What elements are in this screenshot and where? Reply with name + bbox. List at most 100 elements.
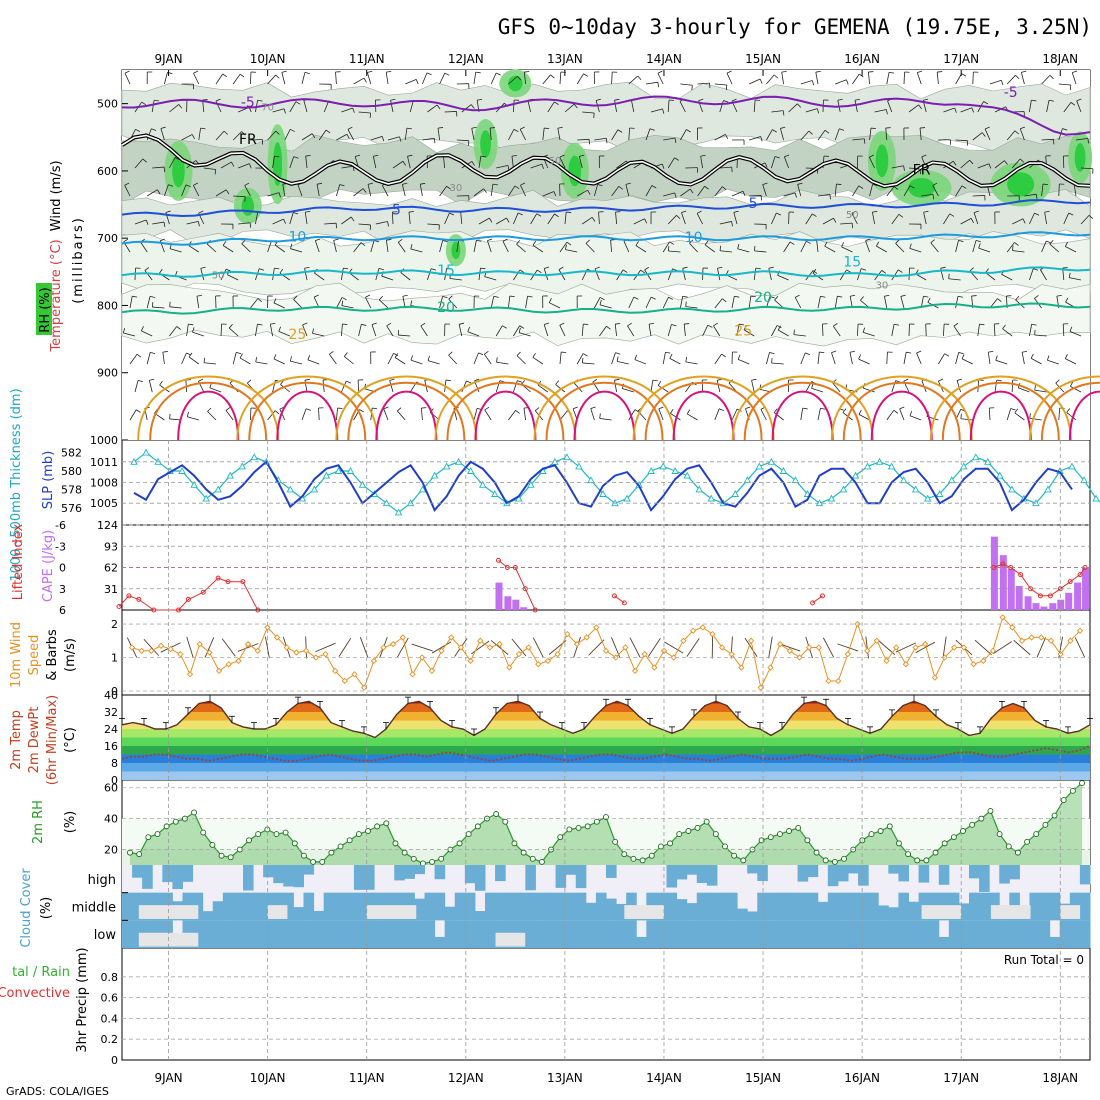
- wind-barb: [683, 324, 686, 337]
- wind-barb-flag: [627, 322, 632, 327]
- wind10-point: [999, 614, 1006, 621]
- wind-barb-flag: [200, 266, 206, 269]
- wind-barb: [318, 407, 320, 421]
- wind-barb: [289, 156, 295, 169]
- thickness-point: [683, 471, 691, 479]
- wind-barb: [1018, 387, 1030, 393]
- wind-barb-flag: [1021, 350, 1028, 353]
- cloud-low-cell: [364, 920, 375, 948]
- wind-barb: [279, 408, 286, 421]
- warm-contour: [149, 381, 268, 441]
- wind-barb-flag: [635, 241, 639, 246]
- rh2-point: [465, 831, 472, 838]
- li-point: [1047, 593, 1053, 599]
- wind-barb-flag: [858, 409, 862, 415]
- wind-barb: [496, 217, 507, 225]
- wind-barb: [749, 78, 761, 85]
- wind-barb: [955, 139, 968, 142]
- wind-barb-flag: [445, 379, 451, 382]
- wind-barb: [301, 133, 313, 141]
- cloud-high-cell: [747, 865, 758, 874]
- wind-barb-flag: [685, 356, 688, 362]
- wind-barb: [458, 324, 463, 337]
- wind-barb-flag: [527, 295, 533, 298]
- cloud-low-cell: [404, 920, 415, 948]
- wind-barb-flag: [906, 351, 912, 354]
- wind-barb-flag: [514, 185, 520, 189]
- wind-barb: [304, 268, 308, 281]
- cloud-low-cell: [273, 920, 284, 948]
- wind-barb: [272, 218, 284, 225]
- wind-barb: [1041, 75, 1051, 85]
- wind10-barb: [305, 636, 308, 659]
- wind-barb-flag: [938, 378, 944, 382]
- wind-barb: [719, 166, 732, 169]
- wind-barb: [305, 156, 308, 169]
- wind10-barb: [993, 641, 1013, 654]
- wind-barb: [581, 217, 593, 225]
- warm-contour: [941, 381, 1060, 441]
- wind-barb: [225, 410, 234, 421]
- wind-barb: [439, 296, 443, 309]
- wind-barb: [909, 247, 922, 253]
- cloud-mid-cell: [777, 892, 788, 921]
- thickness-point: [1008, 485, 1016, 493]
- thickness-line: [133, 451, 1100, 514]
- wind-barb: [134, 380, 139, 393]
- cape-bar: [1057, 599, 1065, 610]
- cloud-low-cell: [384, 920, 395, 948]
- cloud-low-cell: [394, 920, 405, 948]
- wind-barb-flag: [633, 296, 639, 300]
- wind-barb-flag: [875, 241, 880, 247]
- wind-barb: [282, 184, 286, 197]
- wind-barb-flag: [657, 70, 663, 74]
- label-t2-a: 2m Temp: [9, 710, 24, 770]
- wind-barb: [516, 355, 526, 365]
- wind-barb-flag: [849, 350, 855, 353]
- wind-barb-flag: [812, 213, 817, 217]
- wind-barb-flag: [769, 296, 775, 299]
- wind-barb: [444, 212, 450, 225]
- wind-barb: [250, 71, 252, 85]
- thickness-point: [755, 462, 764, 470]
- wind-barb: [314, 272, 325, 281]
- top-date-label: 13JAN: [547, 52, 583, 66]
- cape-bar: [1032, 603, 1040, 610]
- wind-barb: [972, 195, 985, 197]
- thickness-point: [911, 485, 920, 493]
- wind10-point: [206, 649, 213, 656]
- wind-barb-flag: [833, 322, 838, 327]
- wind-barb: [822, 323, 824, 337]
- wind-barb-flag: [983, 101, 989, 105]
- wind10-point: [215, 667, 223, 675]
- wind-barb-flag: [200, 127, 206, 130]
- wind-barb-flag: [186, 411, 189, 417]
- wind-barb: [797, 184, 802, 197]
- wind10-barb: [895, 642, 917, 653]
- wind-barb: [1076, 100, 1082, 113]
- cape-bar: [520, 607, 528, 610]
- wind-barb-flag: [1048, 99, 1055, 102]
- rh2-point: [767, 834, 774, 841]
- wind10-point: [1047, 637, 1055, 644]
- top-date-label: 17JAN: [943, 52, 979, 66]
- wind-barb: [146, 189, 158, 197]
- thickness-point: [707, 494, 715, 502]
- wind-barb-flag: [558, 266, 564, 270]
- cloud-high-cell: [172, 865, 183, 890]
- li-point: [1077, 572, 1083, 578]
- wind-barb-flag: [846, 79, 849, 85]
- y-tick-label: 700: [97, 232, 118, 245]
- wind-barb: [1001, 274, 1013, 281]
- wind-barb: [766, 74, 775, 85]
- wind-barb-flag: [806, 240, 811, 244]
- cloud-gap: [495, 932, 526, 947]
- wind10-point: [1057, 651, 1064, 658]
- contour-label: 25: [734, 324, 752, 340]
- cloud-low-cell: [414, 920, 425, 948]
- wind-barb: [420, 408, 423, 421]
- wind-barb: [611, 71, 613, 85]
- cloud-mid-cell: [1049, 892, 1061, 921]
- li-point: [116, 603, 122, 609]
